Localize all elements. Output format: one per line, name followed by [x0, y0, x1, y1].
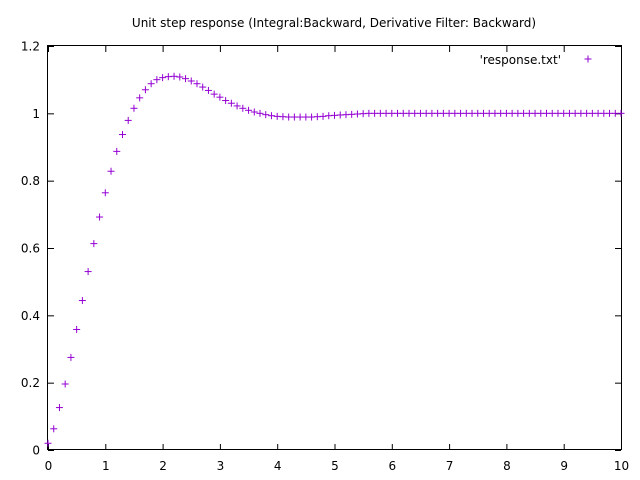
- data-point: [101, 189, 109, 197]
- data-point: [147, 80, 155, 88]
- data-point: [262, 111, 270, 119]
- data-point: [245, 106, 253, 114]
- data-point: [67, 353, 75, 361]
- data-point: [193, 80, 201, 88]
- data-point: [84, 268, 92, 276]
- y-tick-label: 0.8: [21, 174, 40, 188]
- data-point: [90, 240, 98, 248]
- data-point: [73, 325, 81, 333]
- x-tick-label: 6: [388, 459, 396, 473]
- data-point: [130, 104, 138, 112]
- data-point: [233, 102, 241, 110]
- legend-marker: [584, 55, 592, 63]
- data-point: [124, 116, 132, 124]
- data-point: [239, 104, 247, 112]
- data-points: [44, 72, 625, 447]
- data-point: [107, 167, 115, 175]
- data-point: [50, 425, 58, 433]
- legend: 'response.txt': [480, 53, 592, 67]
- data-point: [319, 112, 327, 120]
- data-point: [216, 93, 224, 101]
- data-point: [199, 83, 207, 91]
- data-point: [617, 109, 625, 117]
- x-axis: 0 1 2 3 4 5 6 7 8 9 10: [45, 46, 629, 473]
- x-tick-label: 4: [274, 459, 282, 473]
- data-point: [170, 72, 178, 80]
- data-point: [222, 97, 230, 105]
- x-tick-label: 2: [159, 459, 167, 473]
- x-tick-label: 8: [503, 459, 511, 473]
- x-tick-label: 9: [560, 459, 568, 473]
- x-tick-label: 7: [446, 459, 454, 473]
- data-point: [227, 99, 235, 107]
- y-axis: 0 0.2 0.4 0.6 0.8 1 1.2: [21, 40, 621, 458]
- data-point: [136, 94, 144, 102]
- legend-label: 'response.txt': [480, 53, 561, 67]
- data-point: [159, 74, 167, 82]
- y-tick-label: 1.2: [21, 40, 40, 54]
- data-point: [210, 90, 218, 98]
- data-point: [256, 109, 264, 117]
- x-tick-label: 5: [331, 459, 339, 473]
- data-point: [118, 131, 126, 139]
- data-point: [78, 297, 86, 305]
- data-point: [204, 86, 212, 94]
- data-point: [96, 213, 104, 221]
- data-point: [44, 439, 52, 447]
- y-tick-label: 0.2: [21, 376, 40, 390]
- data-point: [176, 73, 184, 81]
- data-point: [141, 86, 149, 94]
- data-point: [153, 76, 161, 84]
- data-point: [113, 147, 121, 155]
- y-tick-label: 0: [32, 444, 40, 458]
- data-point: [61, 380, 69, 388]
- data-point: [55, 404, 63, 412]
- x-tick-label: 3: [217, 459, 225, 473]
- data-point: [182, 75, 190, 83]
- x-tick-label: 0: [45, 459, 53, 473]
- data-point: [267, 112, 275, 120]
- data-point: [187, 77, 195, 85]
- y-tick-label: 0.6: [21, 242, 40, 256]
- y-tick-label: 0.4: [21, 309, 40, 323]
- data-point: [250, 108, 258, 116]
- legend-marker-plus: [584, 55, 592, 63]
- x-tick-label: 10: [614, 459, 629, 473]
- x-tick-label: 1: [102, 459, 110, 473]
- chart-title: Unit step response (Integral:Backward, D…: [132, 16, 536, 30]
- y-tick-label: 1: [32, 107, 40, 121]
